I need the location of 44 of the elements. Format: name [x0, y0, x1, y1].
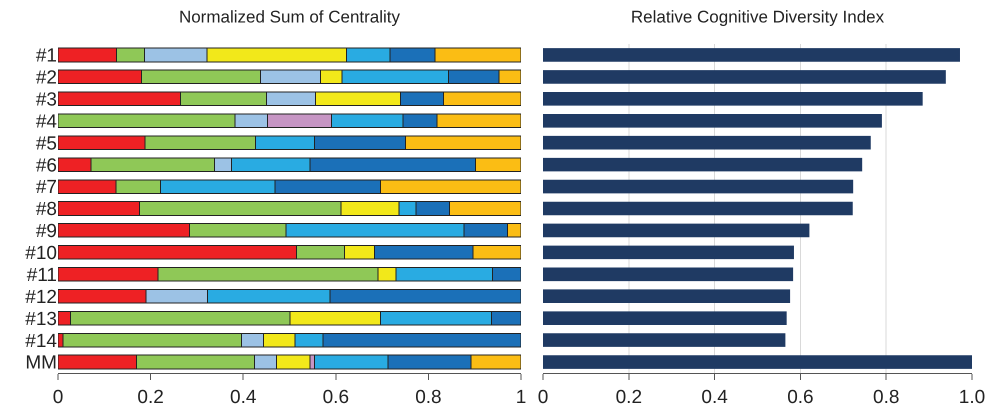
y-tick-label: #8: [36, 199, 57, 220]
bar: [543, 158, 862, 172]
bar: [543, 180, 854, 194]
bar: [543, 136, 871, 150]
y-tick-label: #6: [36, 155, 57, 176]
y-tick-label: #1: [36, 46, 57, 67]
bar: [543, 70, 946, 84]
x-tick-label: 1: [516, 386, 526, 408]
x-tick-label: 0: [52, 386, 64, 408]
x-tick-label: 0.2: [616, 386, 642, 408]
x-tick-label: 1.0: [958, 386, 986, 408]
bar: [543, 92, 923, 106]
y-tick-label: #13: [25, 308, 57, 330]
x-tick-label: 0.6: [787, 386, 814, 408]
x-tick-label: 0.4: [230, 386, 257, 408]
y-tick-label: #5: [36, 133, 57, 154]
chart-title: Relative Cognitive Diversity Index: [630, 7, 885, 26]
y-tick-label: #14: [25, 330, 58, 352]
y-tick-label: #7: [36, 177, 57, 198]
y-tick-label: #2: [36, 68, 57, 89]
bar: [543, 355, 972, 369]
y-tick-label: #3: [36, 89, 57, 110]
bar: [543, 333, 786, 347]
x-tick-label: 0.8: [872, 386, 900, 408]
y-tick-label: #10: [25, 243, 57, 264]
bar: [543, 289, 790, 304]
x-tick-label: 0.4: [701, 386, 728, 408]
bar: [543, 268, 794, 282]
x-tick-label: 0.2: [137, 386, 164, 408]
y-tick-label: MM: [25, 352, 57, 374]
x-tick-label: 0: [538, 386, 548, 408]
bar: [543, 114, 882, 128]
bar: [543, 202, 853, 216]
x-tick-label: 0.6: [322, 386, 350, 408]
bar: [543, 224, 810, 238]
bar: [543, 246, 794, 260]
bar: [543, 311, 787, 325]
y-tick-label: #9: [36, 221, 57, 242]
x-tick-label: 0.8: [415, 386, 442, 408]
y-tick-label: #11: [26, 264, 57, 286]
y-tick-label: #12: [25, 286, 57, 308]
y-tick-label: #4: [36, 111, 58, 132]
bar: [543, 48, 960, 62]
chart-title: Normalized Sum of Centrality: [178, 7, 401, 26]
